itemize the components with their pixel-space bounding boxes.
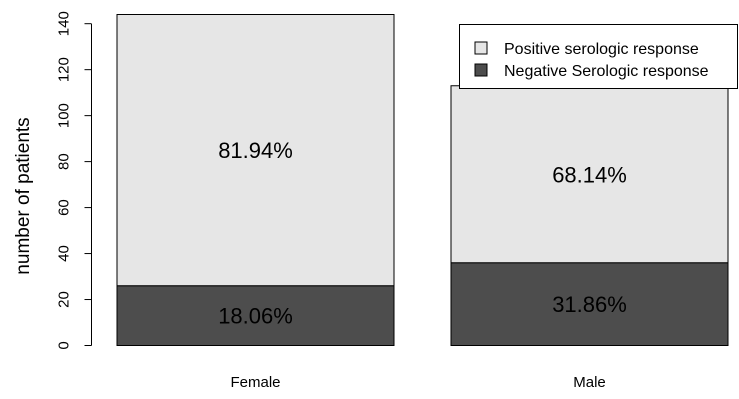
y-tick-label: 0 [56, 341, 73, 349]
category-labels: Female Male [230, 374, 605, 391]
category-label: Female [230, 374, 280, 391]
bars: 18.06% 81.94% 31.86% 68.14% [116, 14, 729, 347]
y-tick-label: 140 [56, 11, 73, 36]
y-tick-label: 80 [56, 153, 73, 170]
y-axis: 0 20 40 60 80 100 120 140 [56, 11, 92, 350]
y-tick-label: 120 [56, 57, 73, 82]
y-tick-label: 60 [56, 199, 73, 216]
bar-segment [116, 285, 395, 347]
category-label: Male [573, 374, 606, 391]
legend-swatch [474, 63, 488, 77]
bar-percent-label: 68.14% [552, 162, 627, 187]
bar-percent-label: 18.06% [218, 304, 293, 329]
y-tick-label: 20 [56, 291, 73, 308]
bar-segment [116, 14, 395, 287]
bar-percent-label: 31.86% [552, 292, 627, 317]
legend-entry-label: Negative Serologic response [504, 63, 709, 80]
bar-segment [450, 85, 729, 264]
legend-swatch [474, 41, 488, 55]
y-axis-label: number of patients [13, 117, 34, 274]
legend-entry-label: Positive serologic response [504, 41, 699, 58]
y-tick-label: 100 [56, 103, 73, 128]
legend: Positive serologic response Negative Sero… [459, 24, 738, 89]
bar-percent-label: 81.94% [218, 138, 293, 163]
bar-segment [450, 262, 729, 346]
y-tick-label: 40 [56, 245, 73, 262]
legend-box [459, 24, 738, 89]
